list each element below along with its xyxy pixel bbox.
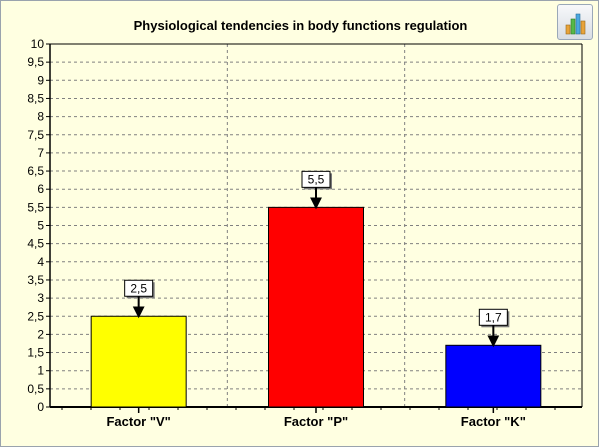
y-tick-label: 7: [37, 146, 44, 160]
y-tick-label: 0: [37, 400, 44, 414]
bar: [445, 344, 542, 408]
y-tick-label: 6: [37, 182, 44, 196]
y-tick-label: 4,5: [27, 237, 44, 251]
y-tick-label: 6,5: [27, 164, 44, 178]
y-tick-label: 2,5: [27, 309, 44, 323]
chart-title: Physiological tendencies in body functio…: [133, 18, 468, 33]
y-tick-label: 9: [37, 73, 44, 87]
data-label: 1,7: [485, 310, 502, 324]
bar-chart-icon: [565, 13, 586, 35]
y-tick-label: 2: [37, 327, 44, 341]
y-tick-label: 1: [37, 364, 44, 378]
y-tick-label: 0,5: [27, 382, 44, 396]
data-label: 5,5: [308, 172, 325, 186]
y-tick-label: 7,5: [27, 128, 44, 142]
category-label: Factor "K": [461, 414, 526, 429]
y-tick-label: 5,5: [27, 200, 44, 214]
bar: [268, 206, 364, 408]
y-tick-label: 8,5: [27, 91, 44, 105]
y-tick-label: 3,5: [27, 273, 44, 287]
y-tick-label: 5: [37, 219, 44, 233]
y-tick-label: 4: [37, 255, 44, 269]
bar: [90, 315, 187, 408]
y-tick-label: 3: [37, 291, 44, 305]
category-label: Factor "V": [106, 414, 170, 429]
y-tick-label: 9,5: [27, 55, 44, 69]
data-label: 2,5: [130, 281, 147, 295]
y-tick-label: 8: [37, 110, 44, 124]
chart-type-button[interactable]: [557, 4, 593, 40]
y-tick-label: 1,5: [27, 346, 44, 360]
y-tick-label: 10: [31, 37, 45, 51]
category-label: Factor "P": [284, 414, 348, 429]
